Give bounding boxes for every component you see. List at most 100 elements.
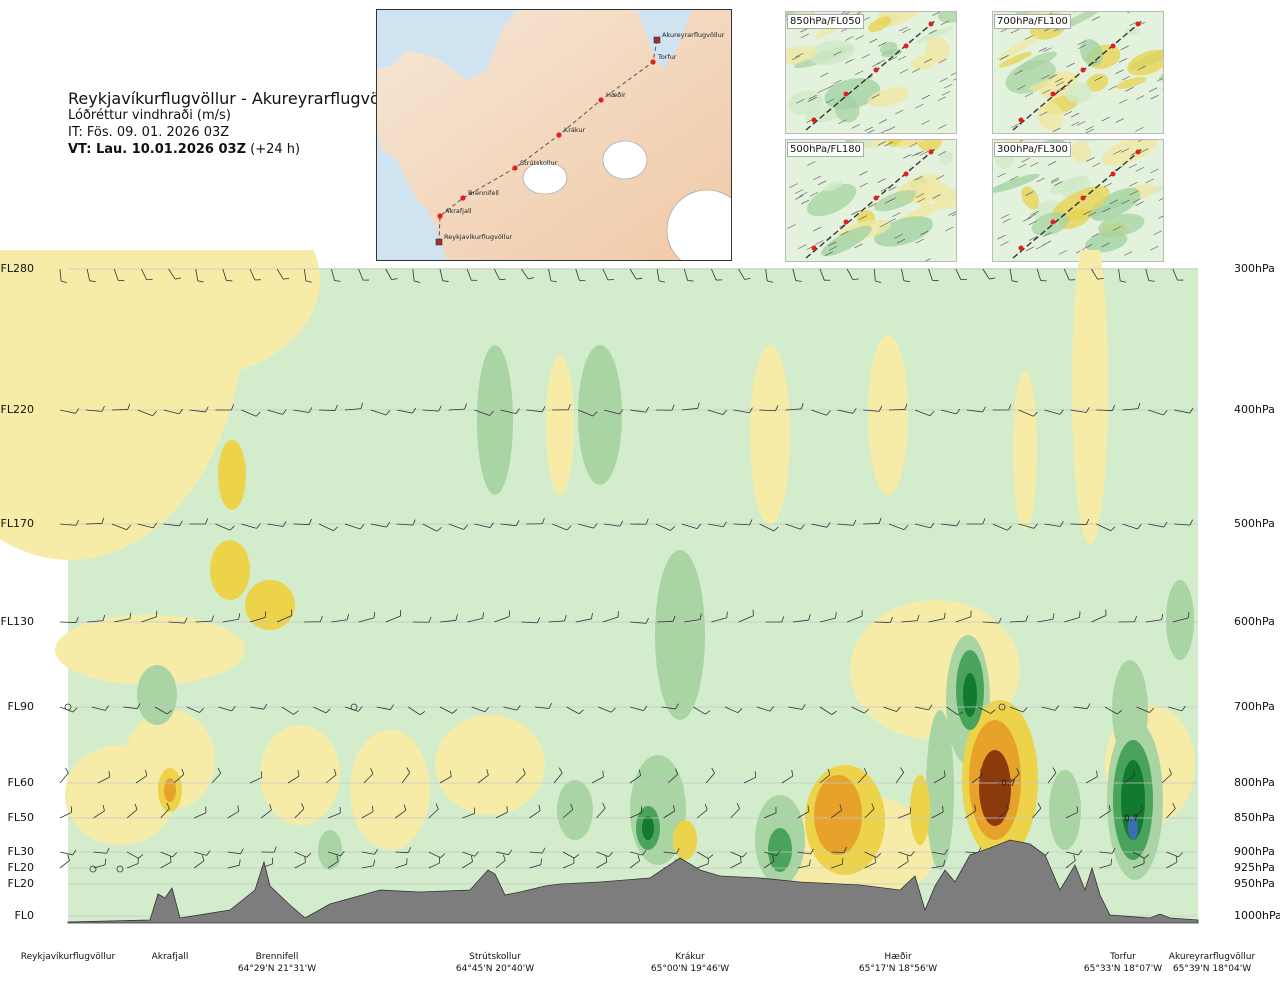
wind-barb xyxy=(629,706,644,712)
wind-barb xyxy=(873,268,876,281)
contour-region xyxy=(868,335,908,495)
wind-barb xyxy=(940,409,957,415)
wind-barb-feather xyxy=(974,804,977,811)
wind-barb-feather xyxy=(256,523,261,529)
wind-barb-feather xyxy=(736,803,740,809)
wind-barb-feather xyxy=(1078,849,1083,856)
wind-barb-feather xyxy=(645,518,649,525)
wind-barb-feather xyxy=(471,855,473,862)
contour-region xyxy=(557,780,593,840)
wind-barb-feather xyxy=(1137,402,1141,409)
wind-barb-feather xyxy=(360,402,364,409)
wind-barb-feather xyxy=(374,848,379,855)
wind-barb xyxy=(971,774,983,784)
wind-barb xyxy=(874,621,891,623)
wind-barb xyxy=(135,775,148,784)
route-line: Akureyrarflugvöllur Torfur Hæðir Krákur Strú… xyxy=(435,31,725,246)
wind-barb xyxy=(111,523,127,531)
wind-barb xyxy=(629,860,640,869)
wind-barb-feather xyxy=(910,851,915,857)
location-name: Krákur xyxy=(675,952,705,962)
wind-barb xyxy=(707,523,724,528)
wind-barb xyxy=(1065,811,1078,819)
wind-barb-feather xyxy=(578,709,584,715)
wind-barb xyxy=(267,409,283,415)
wind-barb-feather xyxy=(305,280,312,283)
airport-marker xyxy=(653,36,661,44)
waypoint-marker xyxy=(512,165,518,171)
wind-barb xyxy=(218,706,232,712)
annotation-pos: 0.7 xyxy=(1124,814,1138,824)
wind-barb xyxy=(1018,409,1034,417)
wind-barb-feather xyxy=(558,767,563,774)
wind-barb-feather xyxy=(1054,705,1060,711)
wind-barb xyxy=(955,268,962,280)
wind-barb-feather xyxy=(636,277,643,280)
flight-level-label: FL30 xyxy=(7,845,34,858)
wind-barb-feather xyxy=(336,855,339,862)
wind-barb xyxy=(160,808,170,819)
wind-barb xyxy=(126,851,139,859)
wind-barb-feather xyxy=(826,522,831,528)
wind-barb xyxy=(763,812,777,819)
wind-barb xyxy=(914,523,931,529)
wind-barb xyxy=(160,851,173,858)
wind-barb xyxy=(1166,861,1178,869)
wind-barb xyxy=(629,621,646,624)
wind-barb-feather xyxy=(152,522,158,529)
wind-barb xyxy=(114,618,131,623)
location-label: Torfur 65°33'N 18°07'W xyxy=(1063,951,1183,975)
contour-region xyxy=(578,345,622,485)
route-point xyxy=(843,219,849,225)
wind-barb-feather xyxy=(273,846,277,853)
wind-barb-feather xyxy=(740,856,742,863)
wind-barb xyxy=(863,523,880,525)
wind-barb xyxy=(603,409,620,415)
wind-barb-feather xyxy=(515,408,520,414)
wind-barb-feather xyxy=(749,407,753,413)
wind-barb-feather xyxy=(263,703,268,710)
wind-barb xyxy=(471,706,485,713)
route-point xyxy=(811,245,817,251)
wind-barb-feather xyxy=(238,613,241,620)
wind-barb xyxy=(361,811,374,819)
wind-barb xyxy=(707,409,724,416)
wind-barb-feather xyxy=(982,406,986,413)
wind-barb xyxy=(837,523,854,526)
contour-region xyxy=(1013,370,1037,530)
location-coord: 65°17'N 18°56'W xyxy=(858,964,938,974)
wind-barb xyxy=(193,812,207,819)
wind-barb-feather xyxy=(169,856,172,863)
wind-barb-feather xyxy=(852,278,859,280)
wind-barb xyxy=(596,861,608,869)
wind-barb-feather xyxy=(826,410,831,416)
wind-barb xyxy=(914,409,931,417)
wind-barb xyxy=(467,618,483,623)
wind-barb-feather xyxy=(1178,852,1183,858)
wind-barb xyxy=(578,523,594,529)
mini-map-label: 500hPa/FL180 xyxy=(787,142,864,157)
wind-barb-feather xyxy=(831,710,837,715)
wind-barb xyxy=(992,523,1008,531)
wind-barb xyxy=(328,812,341,819)
wind-barb-feather xyxy=(238,859,241,866)
route-point xyxy=(873,195,879,201)
wind-barb xyxy=(1044,409,1061,415)
wind-barb-feather xyxy=(773,526,779,532)
wind-barb-feather xyxy=(1012,280,1019,283)
wind-barb-feather xyxy=(1073,854,1076,861)
wind-barb xyxy=(1145,268,1150,281)
wind-barb xyxy=(189,409,206,413)
wind-barb-feather xyxy=(658,280,665,283)
wind-barb xyxy=(831,863,843,869)
wind-barb-feather xyxy=(145,769,148,776)
wind-barb-feather xyxy=(293,710,299,715)
wind-barb xyxy=(448,408,465,411)
wind-barb-feather xyxy=(72,849,77,856)
wind-barb xyxy=(408,706,421,716)
wind-barb xyxy=(193,860,205,869)
wind-barb-feather xyxy=(184,617,188,624)
wind-barb-feather xyxy=(333,768,337,775)
wind-barb xyxy=(141,616,157,623)
wind-barb-feather xyxy=(675,703,679,710)
